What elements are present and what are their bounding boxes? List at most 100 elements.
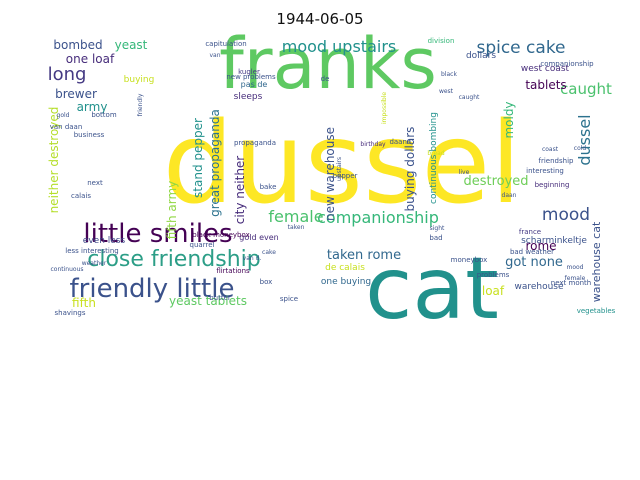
word-30: loaf	[482, 284, 505, 298]
word-0: dussel	[163, 99, 522, 229]
word-19: stand pepper	[191, 118, 205, 198]
word-33: yeast	[115, 38, 148, 52]
word-65: friendly	[137, 93, 144, 116]
word-81: next	[87, 179, 103, 187]
word-34: one loaf	[66, 52, 115, 66]
word-99: bake	[260, 183, 277, 191]
word-56: propaganda	[234, 139, 276, 147]
word-89: caught	[459, 94, 480, 101]
word-21: city neither	[233, 156, 247, 225]
word-80: bad	[429, 234, 442, 242]
word-18: fifth army	[165, 181, 179, 240]
word-51: capitulation	[205, 40, 246, 48]
word-83: continuous	[51, 266, 84, 273]
word-98: pepper	[333, 172, 358, 180]
word-62: business	[74, 131, 105, 139]
word-4: friendly little	[70, 274, 235, 304]
word-25: moldy	[502, 101, 516, 138]
word-3: little smiles	[83, 219, 232, 249]
word-6: companionship	[317, 208, 439, 227]
word-35: brewer	[55, 87, 97, 101]
word-92: coast	[542, 146, 559, 153]
word-72: quarrel	[190, 241, 215, 249]
word-84: mood	[567, 264, 584, 271]
word-93: daan	[502, 192, 517, 199]
word-45: de calais	[325, 263, 365, 273]
word-38: sleeps	[234, 92, 263, 102]
word-50: less interesting	[65, 247, 118, 255]
word-10: mood	[542, 205, 590, 225]
word-53: division	[428, 37, 455, 45]
word-90: west	[439, 88, 454, 95]
word-67: vegetables	[577, 307, 616, 315]
word-64: bottom	[91, 111, 116, 119]
word-61: calais	[71, 192, 91, 200]
word-94: daans	[389, 138, 410, 146]
word-27: warehouse cat	[590, 221, 603, 302]
word-5: close friendship	[87, 247, 261, 272]
word-66: next month	[551, 279, 591, 287]
word-58: friendship	[539, 157, 575, 165]
word-32: bombed	[53, 38, 102, 52]
word-13: caught	[560, 80, 612, 98]
word-22: neither destroyed	[47, 107, 61, 214]
word-69: moneybox	[451, 256, 488, 264]
word-79: sight	[430, 225, 445, 232]
word-73: butter	[209, 294, 231, 302]
word-63: van daan	[50, 123, 83, 131]
word-102: van	[209, 52, 220, 59]
word-29: rome	[525, 239, 556, 253]
word-100: box	[260, 278, 273, 286]
chart-title: 1944-06-05	[276, 10, 364, 28]
word-48: black moneybox	[192, 231, 249, 239]
word-17: yeast tablets	[169, 294, 247, 308]
word-82: weather	[82, 260, 107, 267]
word-96: upstairs	[336, 157, 343, 181]
word-1: cat	[365, 239, 499, 339]
word-77: van d.	[243, 255, 262, 262]
word-54: companionship	[540, 60, 594, 68]
word-31: fifth	[72, 296, 96, 310]
word-11: long	[48, 64, 87, 85]
word-86: cold	[574, 145, 587, 152]
word-15: taken rome	[327, 248, 401, 263]
word-26: continuous bombing	[429, 112, 439, 204]
word-36: army	[77, 100, 108, 114]
word-68: problems	[477, 271, 510, 279]
word-88: gold	[57, 112, 70, 119]
word-40: pas de	[241, 80, 268, 89]
word-43: gold even	[239, 233, 278, 242]
word-23: new warehouse	[323, 127, 337, 221]
word-70: bad weather	[510, 248, 554, 256]
word-76: cake	[262, 249, 276, 256]
word-57: birthday	[360, 141, 386, 148]
word-2: franks	[219, 23, 437, 105]
word-101: de	[321, 75, 330, 83]
word-91: black	[441, 71, 457, 78]
word-8: mood upstairs	[282, 37, 396, 56]
word-37: buying	[124, 75, 155, 85]
word-9: female	[268, 207, 323, 226]
word-52: dollars	[466, 51, 496, 61]
word-14: destroyed	[463, 174, 528, 189]
word-95: bread	[427, 150, 445, 157]
word-47: warehouse	[514, 282, 564, 292]
word-60: beginning	[535, 181, 570, 189]
word-49: flirtations	[216, 267, 250, 275]
word-16: got none	[505, 255, 563, 270]
word-39: kugler	[238, 68, 260, 76]
word-55: new problems	[226, 73, 276, 81]
word-85: female	[565, 275, 586, 282]
word-46: scharminkeltje	[521, 236, 587, 246]
word-78: taken	[288, 224, 305, 231]
word-7: spice cake	[476, 38, 565, 58]
word-28: tablets	[525, 78, 566, 92]
word-74: shavings	[55, 309, 86, 317]
word-42: even less	[83, 236, 126, 246]
word-41: west coast	[521, 64, 570, 74]
word-44: one buying	[321, 277, 371, 287]
word-59: interesting	[526, 167, 564, 175]
word-71: france	[519, 228, 541, 236]
word-12: dussel	[575, 114, 594, 165]
